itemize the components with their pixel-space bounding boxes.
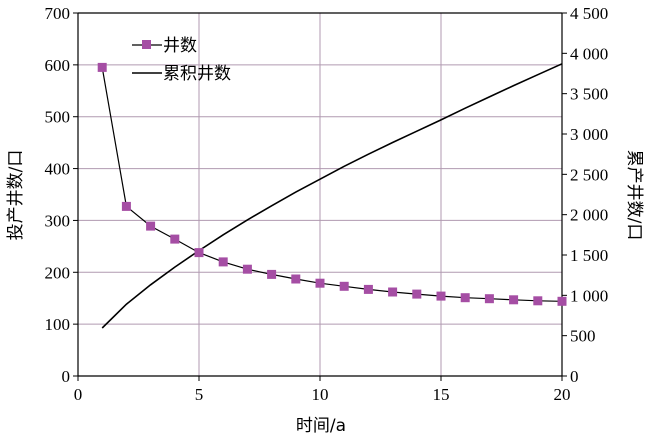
data-point-wells	[533, 296, 543, 306]
y-left-tick-label: 500	[45, 108, 71, 127]
data-point-wells	[363, 284, 373, 294]
data-point-wells	[97, 62, 107, 72]
series-layer	[97, 62, 567, 329]
y-left-tick-label: 700	[45, 4, 71, 23]
data-point-wells	[557, 296, 567, 306]
data-point-wells	[315, 278, 325, 288]
data-point-wells	[267, 269, 277, 279]
y-left-tick-label: 100	[45, 315, 71, 334]
grid	[78, 13, 562, 376]
data-point-wells	[509, 295, 519, 305]
y-right-tick-label: 3 000	[570, 125, 608, 144]
y-right-tick-label: 2 500	[570, 165, 608, 184]
x-tick-label: 20	[554, 385, 571, 404]
y-left-tick-label: 0	[62, 367, 71, 386]
y-right-tick-label: 4 500	[570, 4, 608, 23]
x-tick-label: 0	[74, 385, 83, 404]
y-left-axis-title: 投产井数/口	[6, 150, 26, 241]
data-point-wells	[388, 287, 398, 297]
y-right-tick-label: 4 000	[570, 44, 608, 63]
data-point-wells	[339, 281, 349, 291]
data-point-wells	[218, 257, 228, 267]
data-point-wells	[484, 294, 494, 304]
series-line-cumulative-wells	[101, 63, 563, 329]
data-point-wells	[436, 291, 446, 301]
x-tick-label: 15	[433, 385, 450, 404]
y-right-tick-label: 500	[570, 327, 596, 346]
data-point-wells	[412, 289, 422, 299]
data-point-wells	[291, 274, 301, 284]
data-point-wells	[194, 248, 204, 258]
data-point-wells	[170, 234, 180, 244]
y-left-tick-label: 300	[45, 211, 71, 230]
data-point-wells	[121, 201, 131, 211]
y-right-tick-label: 1 000	[570, 286, 608, 305]
y-right-tick-label: 3 500	[570, 85, 608, 104]
x-tick-label: 5	[195, 385, 204, 404]
y-left-tick-label: 200	[45, 263, 71, 282]
legend-marker-wells	[142, 40, 151, 49]
y-right-tick-label: 1 500	[570, 246, 608, 265]
data-point-wells	[146, 221, 156, 231]
data-point-wells	[460, 293, 470, 303]
legend-label-cumulative: 累积井数	[163, 64, 231, 84]
y-right-axis-title: 累产井数/口	[624, 150, 644, 241]
y-right-tick-label: 0	[570, 367, 579, 386]
x-axis-title: 时间/a	[296, 416, 346, 436]
legend-label-wells: 井数	[163, 36, 197, 56]
data-point-wells	[242, 264, 252, 274]
y-right-tick-label: 2 000	[570, 206, 608, 225]
y-left-tick-label: 400	[45, 160, 71, 179]
y-left-tick-label: 600	[45, 56, 71, 75]
legend: 井数 累积井数	[132, 36, 231, 84]
x-tick-label: 10	[312, 385, 329, 404]
